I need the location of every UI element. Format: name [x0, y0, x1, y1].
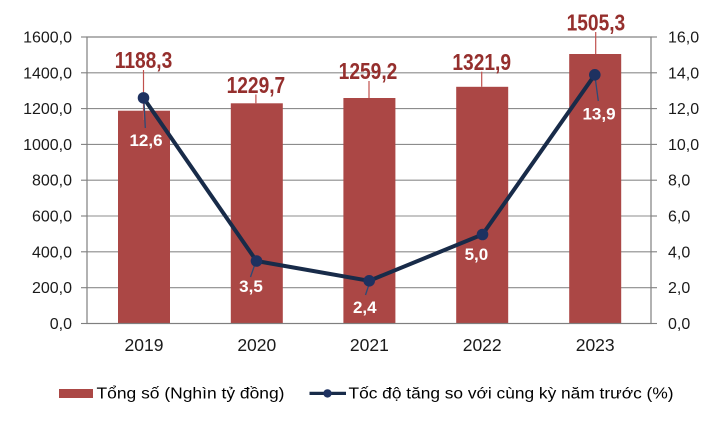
svg-text:14,0: 14,0: [668, 65, 699, 82]
svg-text:4,0: 4,0: [668, 244, 690, 261]
svg-text:12,6: 12,6: [129, 131, 162, 150]
svg-text:16,0: 16,0: [668, 30, 699, 47]
svg-text:0,0: 0,0: [50, 316, 72, 333]
svg-text:1321,9: 1321,9: [452, 50, 511, 75]
svg-text:10,0: 10,0: [668, 137, 699, 154]
svg-text:1000,0: 1000,0: [23, 137, 72, 154]
svg-text:1505,3: 1505,3: [567, 11, 626, 36]
svg-text:200,0: 200,0: [32, 280, 72, 297]
svg-text:600,0: 600,0: [32, 209, 72, 226]
svg-text:3,5: 3,5: [239, 277, 263, 296]
svg-text:2021: 2021: [350, 335, 389, 355]
svg-text:1400,0: 1400,0: [23, 65, 72, 82]
svg-text:13,9: 13,9: [582, 105, 615, 124]
svg-text:Tốc độ tăng so với cùng kỳ năm: Tốc độ tăng so với cùng kỳ năm trước (%): [349, 385, 674, 402]
svg-text:400,0: 400,0: [32, 244, 72, 261]
svg-text:1259,2: 1259,2: [339, 59, 398, 84]
svg-text:1200,0: 1200,0: [23, 101, 72, 118]
svg-text:2020: 2020: [237, 335, 276, 355]
svg-text:2,0: 2,0: [668, 280, 690, 297]
svg-text:2022: 2022: [463, 335, 502, 355]
svg-text:5,0: 5,0: [465, 245, 489, 264]
svg-text:2,4: 2,4: [353, 298, 377, 317]
svg-text:1600,0: 1600,0: [23, 30, 72, 47]
svg-text:800,0: 800,0: [32, 173, 72, 190]
svg-text:12,0: 12,0: [668, 101, 699, 118]
svg-text:8,0: 8,0: [668, 173, 690, 190]
svg-text:1188,3: 1188,3: [115, 48, 173, 73]
svg-text:6,0: 6,0: [668, 209, 690, 226]
svg-text:2023: 2023: [576, 335, 615, 355]
svg-text:0,0: 0,0: [668, 316, 690, 333]
svg-text:Tổng số (Nghìn tỷ đồng): Tổng số (Nghìn tỷ đồng): [97, 384, 285, 402]
svg-text:2019: 2019: [125, 335, 164, 355]
svg-text:1229,7: 1229,7: [227, 74, 286, 99]
